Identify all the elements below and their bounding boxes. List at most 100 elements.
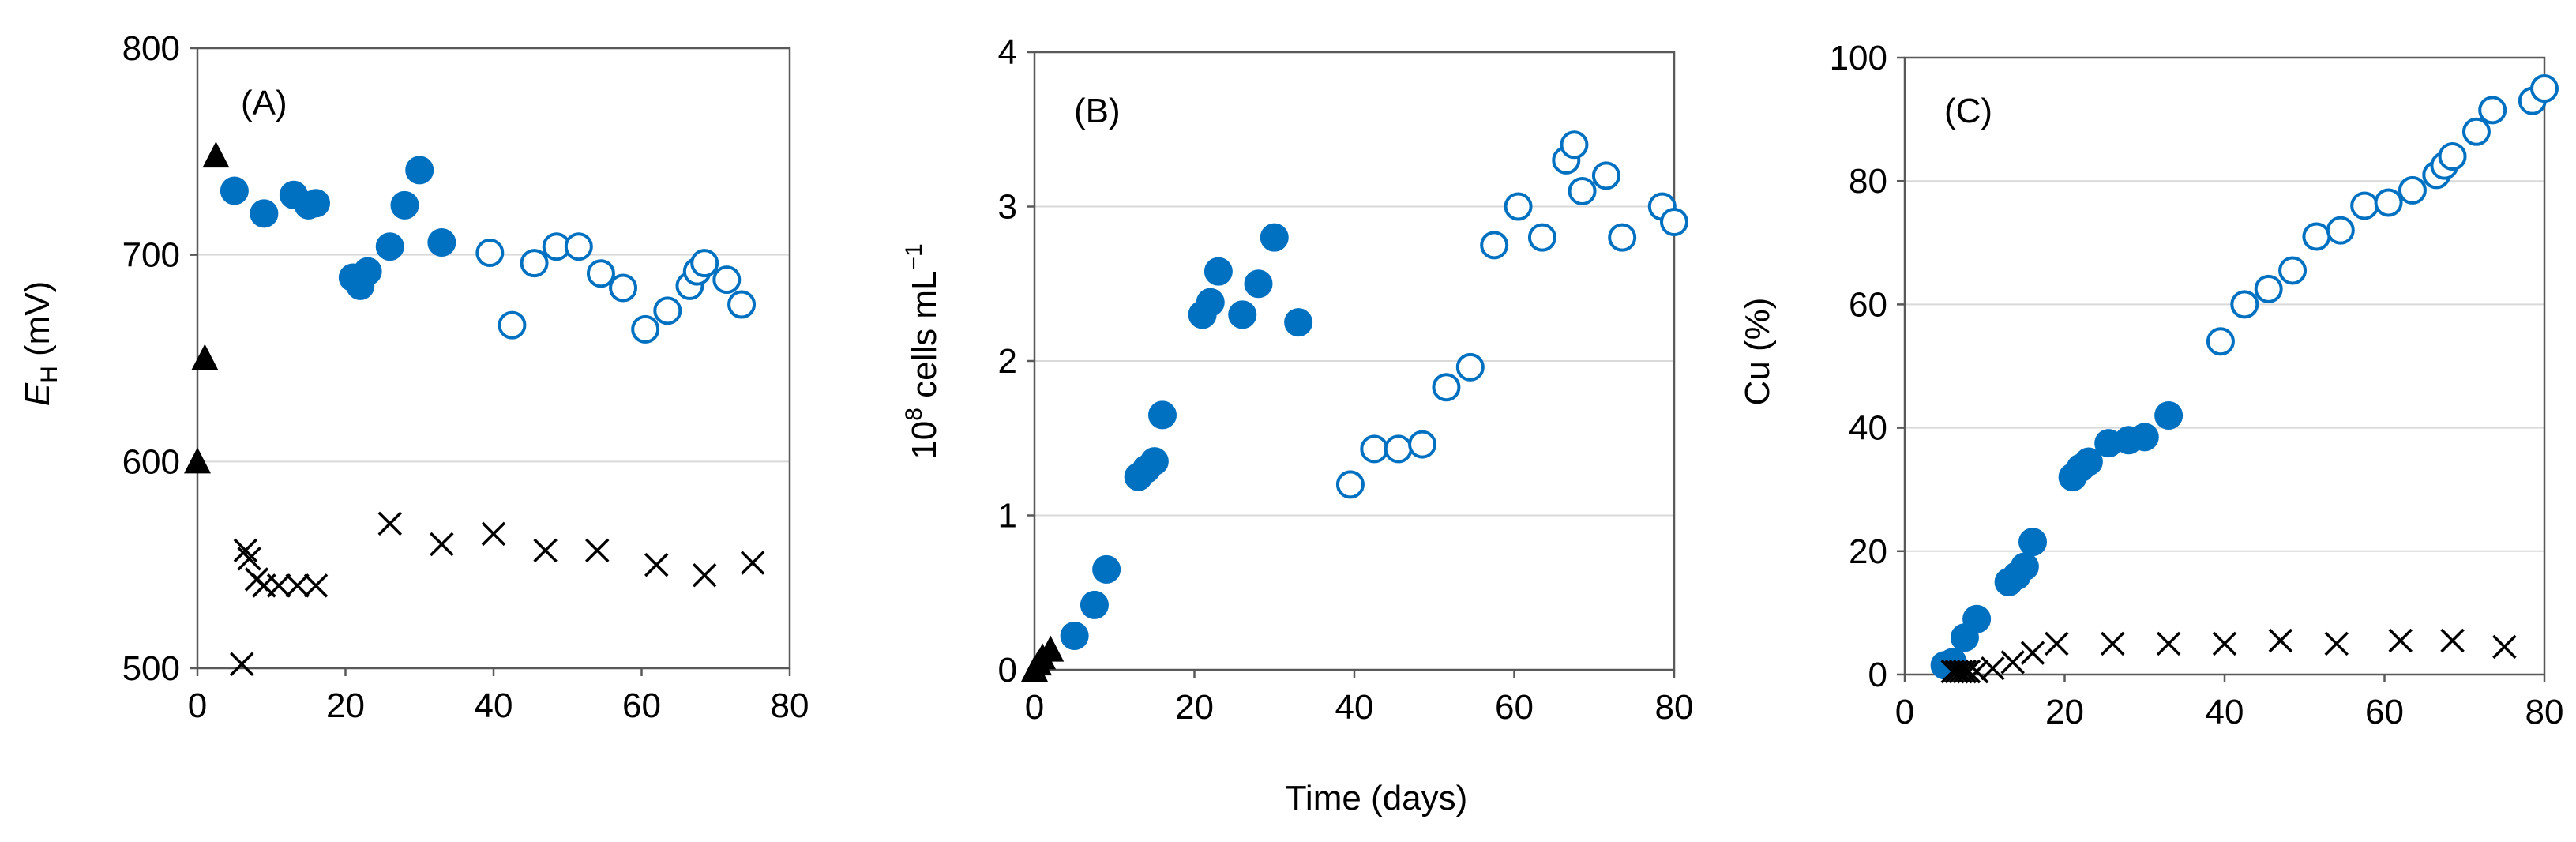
data-point-open-circle: [1527, 223, 1556, 252]
y-tick-label: 600: [122, 442, 180, 481]
data-point-cross: [237, 547, 261, 571]
y-tick-label: 20: [1849, 532, 1887, 571]
data-point-filled-circle: [2018, 528, 2047, 557]
panel-label: (C): [1944, 92, 1992, 130]
data-point-filled-circle: [353, 257, 382, 286]
data-point-open-circle: [2278, 256, 2308, 285]
data-point-filled-circle: [302, 189, 330, 218]
data-point-open-circle: [1591, 161, 1620, 190]
x-axis-title: Time (days): [1286, 779, 1468, 818]
data-point-cross: [481, 521, 506, 547]
data-point-filled-circle: [427, 227, 456, 257]
data-point-cross: [233, 538, 258, 563]
data-point-filled-circle: [1962, 604, 1992, 633]
y-tick-label: 4: [998, 33, 1017, 72]
data-point-cross: [2492, 634, 2517, 660]
data-point-filled-circle: [2130, 423, 2159, 452]
data-point-triangle: [1037, 635, 1065, 662]
data-point-cross: [2101, 631, 2125, 656]
y-tick-label: 40: [1849, 409, 1887, 448]
data-point-open-circle: [520, 249, 549, 278]
data-point-filled-circle: [1204, 257, 1233, 286]
data-point-cross: [2000, 650, 2025, 675]
data-point-filled-circle: [390, 190, 419, 220]
data-point-cross: [285, 573, 310, 598]
data-point-cross: [2324, 631, 2349, 656]
data-point-cross: [1952, 659, 1977, 684]
x-tick-label: 60: [2365, 693, 2404, 731]
x-tick-label: 40: [2206, 693, 2244, 731]
data-point-filled-circle: [375, 232, 404, 261]
data-point-triangle: [202, 141, 230, 168]
y-tick-label: 60: [1849, 285, 1887, 324]
data-point-cross: [644, 552, 669, 577]
data-point-open-circle: [1568, 176, 1597, 205]
data-point-filled-circle: [1140, 447, 1169, 476]
y-tick-label: 1: [998, 497, 1017, 536]
data-point-open-circle: [586, 259, 615, 288]
data-point-open-circle: [498, 310, 527, 340]
data-point-filled-circle: [1244, 269, 1273, 299]
data-point-open-circle: [1480, 231, 1509, 260]
data-point-open-circle: [1360, 434, 1389, 464]
data-point-filled-circle: [250, 199, 279, 228]
data-point-cross: [1981, 656, 2005, 681]
data-point-cross: [740, 551, 765, 575]
data-point-open-circle: [2326, 216, 2355, 245]
data-point-cross: [2388, 628, 2413, 653]
x-tick-label: 60: [1495, 688, 1534, 727]
data-point-open-circle: [564, 232, 593, 261]
data-point-cross: [2045, 631, 2069, 656]
data-point-open-circle: [1660, 208, 1688, 237]
y-axis-title: 108 cells mL−1: [901, 243, 944, 459]
data-point-open-circle: [653, 296, 682, 325]
x-tick-label: 20: [2045, 693, 2084, 731]
y-tick-label: 80: [1849, 162, 1887, 201]
y-tick-label: 100: [1830, 39, 1887, 77]
x-tick-label: 0: [1895, 693, 1914, 731]
data-point-filled-circle: [1060, 621, 1089, 650]
data-point-cross: [1956, 659, 1981, 684]
data-point-cross: [2268, 628, 2293, 653]
data-point-filled-circle: [1080, 590, 1109, 619]
x-tick-label: 0: [188, 686, 207, 725]
data-point-cross: [585, 538, 610, 563]
data-point-filled-circle: [2074, 447, 2103, 476]
data-point-cross: [430, 532, 454, 557]
data-point-filled-circle: [2010, 552, 2039, 581]
y-tick-label: 500: [122, 649, 180, 688]
data-point-open-circle: [2302, 222, 2331, 251]
x-tick-label: 20: [326, 686, 365, 725]
data-point-cross: [2156, 631, 2181, 656]
data-point-open-circle: [1608, 223, 1637, 252]
x-tick-label: 40: [1335, 688, 1374, 727]
data-point-cross: [2212, 631, 2237, 656]
data-point-filled-circle: [405, 156, 434, 185]
data-point-open-circle: [631, 314, 660, 344]
chart-panel-a: 500 600 700 800 0 20 40 60 80 (A) EH (mV): [18, 29, 809, 725]
data-point-filled-circle: [1148, 400, 1177, 430]
data-point-cross: [2440, 628, 2465, 653]
data-point-open-circle: [475, 239, 505, 268]
chart-panel-c: 0 20 40 60 80 100 0 20 40 60 80 (C) Cu (%): [1738, 39, 2563, 731]
data-point-filled-circle: [1092, 554, 1121, 584]
data-point-open-circle: [2350, 191, 2379, 220]
data-point-open-circle: [712, 265, 742, 295]
data-point-open-circle: [609, 273, 638, 303]
x-tick-label: 80: [1655, 688, 1694, 727]
data-point-triangle: [184, 447, 211, 474]
data-point-cross: [2020, 641, 2045, 665]
data-point-open-circle: [1432, 373, 1461, 402]
data-point-open-circle: [1335, 470, 1365, 499]
data-point-cross: [230, 652, 254, 677]
data-point-open-circle: [690, 249, 719, 278]
data-point-cross: [533, 538, 558, 563]
data-point-open-circle: [1408, 430, 1437, 459]
y-tick-label: 3: [998, 188, 1017, 227]
data-point-filled-circle: [220, 176, 249, 205]
data-point-open-circle: [1504, 192, 1533, 221]
data-point-cross: [1944, 659, 1970, 684]
x-tick-label: 80: [2525, 693, 2564, 731]
data-point-open-circle: [1384, 434, 1413, 464]
